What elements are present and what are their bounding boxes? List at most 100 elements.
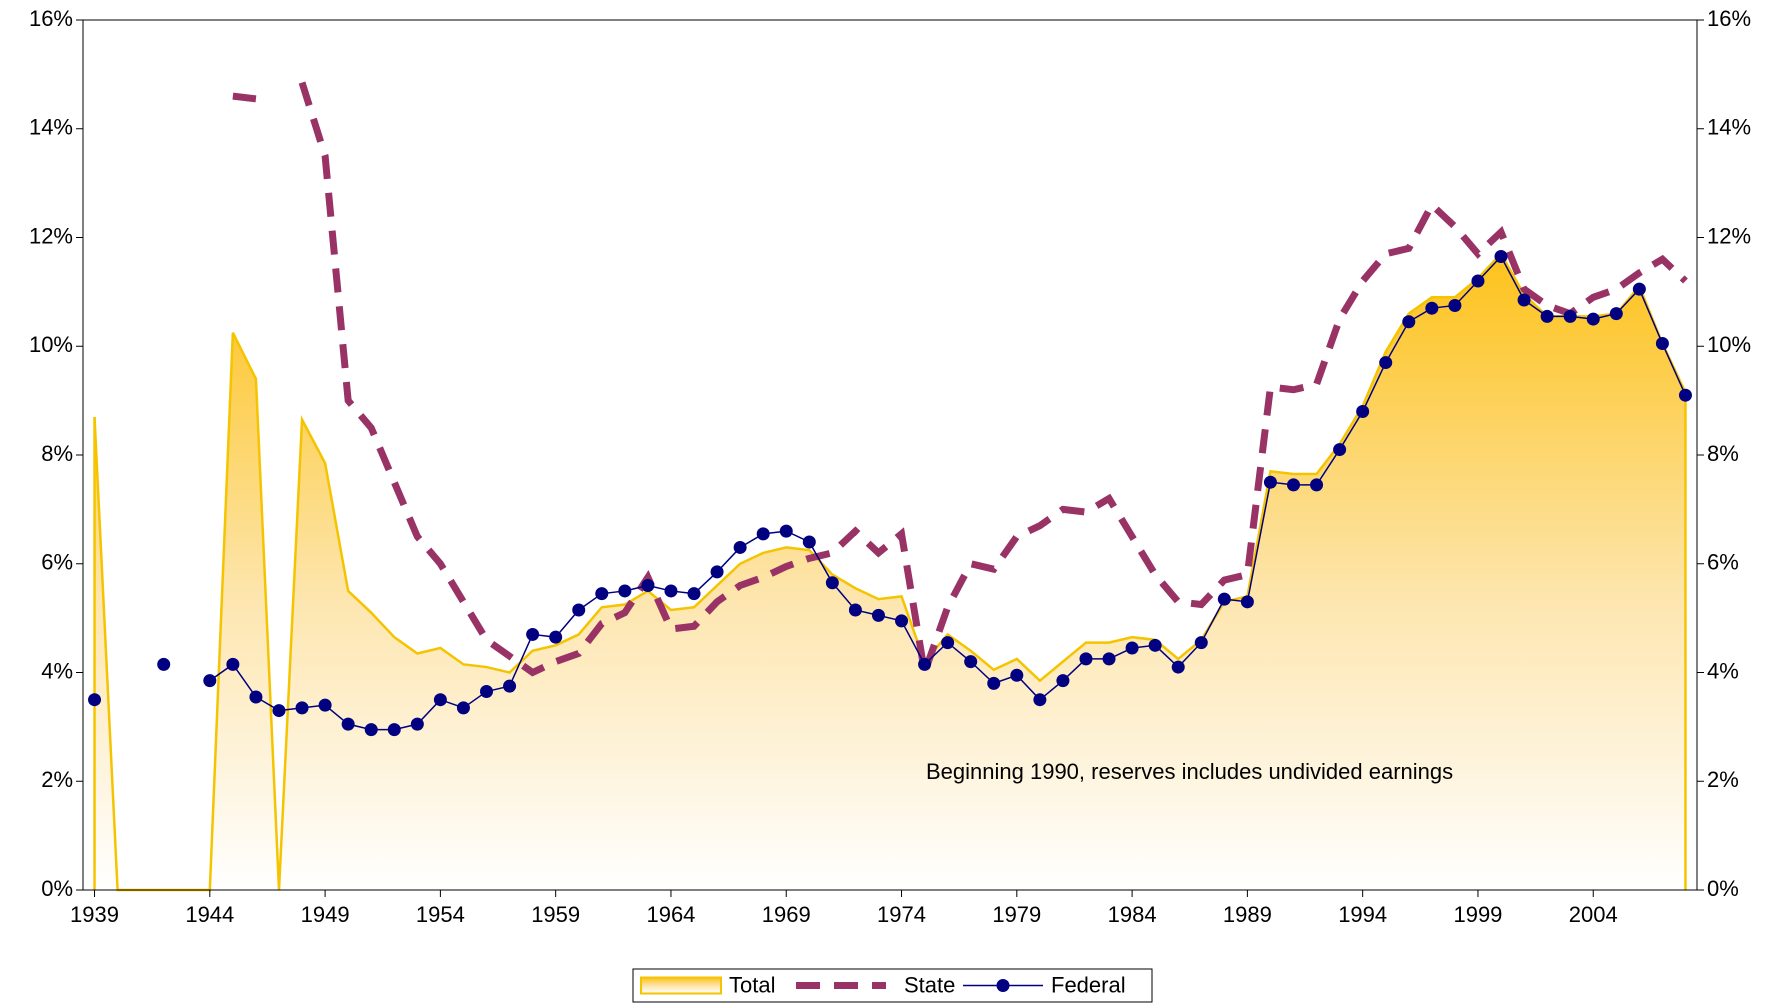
marker [1609, 307, 1623, 321]
marker [1471, 274, 1485, 288]
marker [1333, 443, 1347, 457]
marker [641, 579, 655, 592]
marker [618, 584, 632, 598]
marker [1263, 475, 1277, 489]
legend-label: Federal [1051, 972, 1126, 997]
marker [1033, 693, 1047, 707]
x-tick-label: 1944 [185, 902, 234, 927]
marker [756, 527, 770, 541]
marker [1402, 315, 1416, 329]
marker [1494, 250, 1508, 264]
marker [1517, 293, 1531, 307]
marker [88, 693, 102, 707]
marker [871, 608, 885, 622]
y2-tick-label: 10% [1707, 332, 1751, 357]
marker [318, 698, 332, 712]
marker [341, 717, 355, 731]
marker [733, 540, 747, 554]
y-tick-label: 2% [41, 767, 73, 792]
marker [157, 657, 171, 671]
dashed-line [232, 81, 1688, 677]
x-tick-label: 1994 [1338, 902, 1387, 927]
marker [1102, 652, 1116, 666]
marker [203, 674, 217, 688]
marker [1194, 636, 1208, 650]
annotation: Beginning 1990, reserves includes undivi… [926, 759, 1453, 784]
marker [1563, 309, 1577, 323]
marker [1586, 312, 1600, 326]
x-tick-label: 1999 [1453, 902, 1502, 927]
x-tick-label: 1964 [646, 902, 695, 927]
marker [456, 701, 470, 715]
marker [272, 704, 286, 718]
x-tick-label: 1954 [416, 902, 465, 927]
marker [1678, 388, 1692, 402]
marker [1010, 668, 1024, 682]
marker [387, 723, 401, 737]
x-tick-label: 1979 [992, 902, 1041, 927]
marker [1356, 405, 1370, 418]
y2-tick-label: 16% [1707, 6, 1751, 31]
marker [664, 584, 678, 598]
marker [1056, 674, 1070, 688]
marker [1148, 638, 1162, 652]
y-tick-label: 6% [41, 550, 73, 575]
marker [779, 524, 793, 538]
marker [549, 630, 563, 644]
marker [1125, 641, 1139, 655]
marker [480, 685, 493, 699]
marker [964, 655, 978, 669]
marker [249, 690, 263, 704]
y2-tick-label: 12% [1707, 223, 1751, 248]
y-tick-label: 16% [29, 6, 73, 31]
marker [595, 587, 609, 601]
marker [1632, 282, 1646, 296]
legend-label: Total [729, 972, 775, 997]
marker [226, 657, 240, 671]
x-tick-label: 1974 [877, 902, 926, 927]
marker [503, 679, 517, 693]
legend-label: State [904, 972, 955, 997]
marker [848, 603, 862, 617]
marker [1240, 595, 1254, 609]
legend-swatch [640, 976, 722, 995]
y-tick-label: 8% [41, 441, 73, 466]
x-tick-label: 2004 [1569, 902, 1618, 927]
marker [1310, 478, 1324, 492]
marker [1079, 652, 1093, 666]
marker [1540, 309, 1554, 323]
marker [802, 535, 816, 549]
marker [1655, 337, 1669, 351]
marker [295, 701, 309, 715]
y-tick-label: 10% [29, 332, 73, 357]
marker [1171, 660, 1185, 674]
legend-swatch [996, 979, 1010, 992]
marker [433, 693, 447, 707]
marker [1287, 478, 1300, 492]
marker [526, 627, 540, 641]
marker [825, 576, 839, 590]
marker [572, 603, 586, 617]
x-tick-label: 1969 [762, 902, 811, 927]
area-line [93, 251, 1687, 892]
y-tick-label: 14% [29, 115, 73, 140]
marker [410, 717, 424, 731]
y2-tick-label: 6% [1707, 550, 1739, 575]
marker [1379, 356, 1393, 370]
marker [364, 723, 378, 737]
y2-tick-label: 4% [1707, 658, 1739, 683]
x-tick-label: 1939 [70, 902, 119, 927]
area-fill [94, 253, 1686, 890]
y2-tick-label: 8% [1707, 441, 1739, 466]
y-tick-label: 4% [41, 658, 73, 683]
y-tick-label: 0% [41, 876, 73, 901]
marker [1425, 301, 1439, 315]
x-tick-label: 1959 [531, 902, 580, 927]
y2-tick-label: 2% [1707, 767, 1739, 792]
marker [918, 657, 932, 671]
x-tick-label: 1984 [1108, 902, 1157, 927]
marker [1448, 298, 1462, 312]
x-tick-label: 1949 [301, 902, 350, 927]
y-tick-label: 12% [29, 223, 73, 248]
